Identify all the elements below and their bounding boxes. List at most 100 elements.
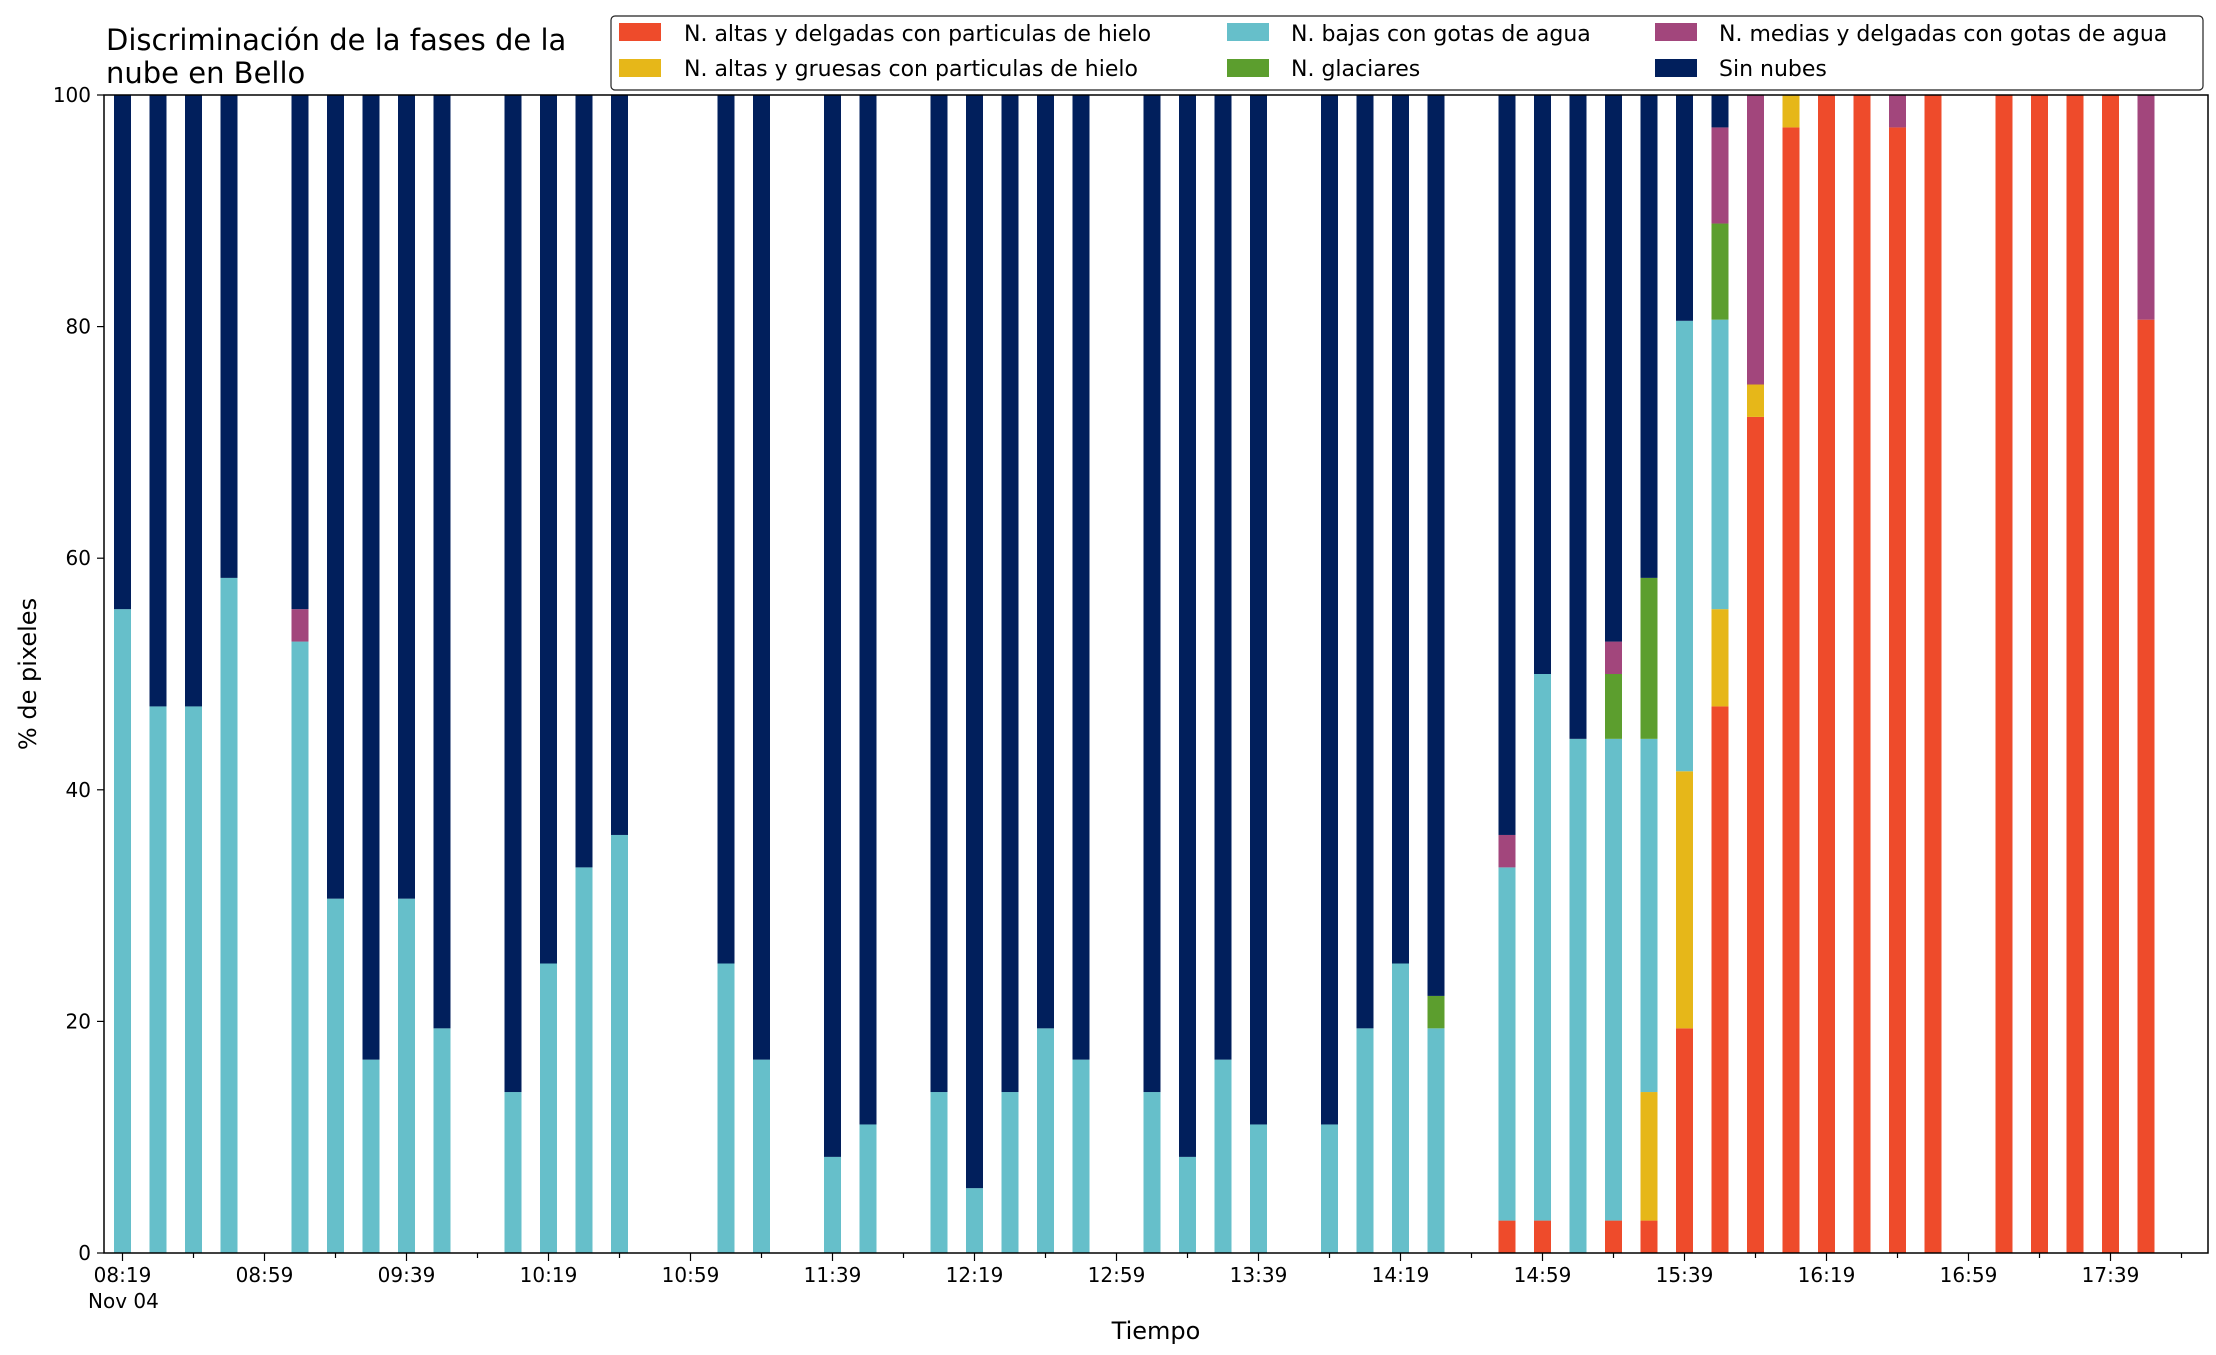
x-tick-label: 11:39 — [804, 1263, 862, 1287]
bar-segment — [1037, 1028, 1054, 1253]
bar-segment — [149, 95, 167, 707]
bar-segment — [1427, 995, 1445, 1029]
y-tick-label: 20 — [66, 1009, 91, 1033]
chart-title-line-1: Discriminación de la fases de la — [106, 23, 566, 57]
bar-segment — [1498, 1220, 1516, 1253]
bar-segment — [1250, 95, 1267, 1125]
x-tick-label: 16:59 — [1940, 1263, 1998, 1287]
bar-segment — [1782, 127, 1800, 1253]
bar-segment — [1356, 1028, 1374, 1253]
x-tick-label: 08:19 — [94, 1263, 152, 1287]
bar-segment — [327, 898, 344, 1253]
bar-segment — [1711, 706, 1729, 1253]
bar-segment — [1534, 674, 1551, 1221]
y-ticks-group: 0 20 40 60 80 100 — [53, 83, 104, 1265]
bar-segment — [1711, 95, 1729, 128]
bar-segment — [1605, 738, 1622, 1221]
bar-segment — [114, 95, 131, 610]
bar-segment — [433, 95, 451, 1029]
legend-label-glaciares: N. glaciares — [1291, 57, 1420, 82]
bar-segment — [1676, 320, 1693, 772]
bar-segment — [540, 95, 557, 964]
y-tick-label: 40 — [66, 778, 91, 802]
bar-segment — [753, 1059, 770, 1253]
bar-segment — [1214, 1059, 1232, 1253]
bar-segment — [433, 1028, 451, 1253]
legend-swatch-altas-delgadas — [619, 23, 661, 41]
bar-segment — [504, 95, 522, 1093]
x-tick-label: 14:19 — [1372, 1263, 1430, 1287]
bar-segment — [575, 867, 593, 1253]
bar-segment — [717, 95, 735, 964]
bar-segment — [930, 95, 948, 1093]
bar-segment — [1321, 95, 1338, 1125]
legend-label-altas-gruesas: N. altas y gruesas con particulas de hie… — [684, 57, 1138, 82]
legend-swatch-altas-gruesas — [619, 59, 661, 77]
bar-segment — [1321, 1124, 1338, 1253]
bar-segment — [1640, 1092, 1658, 1221]
bar-segment — [1569, 95, 1587, 739]
bar-segment — [611, 95, 628, 835]
bar-segment — [1072, 95, 1090, 1060]
bar-segment — [1498, 834, 1516, 868]
bar-segment — [1782, 95, 1800, 128]
bar-segment — [327, 95, 344, 899]
bar-segment — [1853, 95, 1871, 1253]
bar-segment — [966, 1188, 983, 1253]
x-tick-label: 08:59 — [236, 1263, 294, 1287]
bar-segment — [1889, 127, 1906, 1253]
bar-segment — [1640, 1220, 1658, 1253]
x-tick-label: 12:19 — [946, 1263, 1004, 1287]
bar-segment — [1711, 319, 1729, 610]
legend-swatch-glaciares — [1227, 59, 1269, 77]
x-tick-label: 16:19 — [1798, 1263, 1856, 1287]
x-tick-label: 10:19 — [520, 1263, 578, 1287]
bar-segment — [220, 577, 238, 1253]
bar-segment — [1711, 609, 1729, 707]
bar-segment — [2137, 319, 2155, 1253]
bar-segment — [362, 95, 380, 1060]
bar-segment — [362, 1059, 380, 1253]
plot-frame — [103, 94, 2209, 1254]
x-ticks-group: 08:19 08:59 09:39 10:19 10:59 11:39 12:19 12:59… — [94, 1253, 2183, 1287]
legend-label-bajas-agua: N. bajas con gotas de agua — [1291, 22, 1591, 47]
bar-segment — [1889, 95, 1906, 128]
bar-segment — [1747, 416, 1764, 1253]
bar-segment — [1250, 1124, 1267, 1253]
x-tick-label: 09:39 — [378, 1263, 436, 1287]
bar-segment — [1214, 95, 1232, 1060]
x-tick-label: 15:39 — [1656, 1263, 1714, 1287]
chart-title-line-2: nube en Bello — [106, 56, 305, 90]
bar-segment — [1676, 1028, 1693, 1253]
legend-swatch-bajas-agua — [1227, 23, 1269, 41]
legend-swatch-sin-nubes — [1655, 59, 1697, 77]
bar-segment — [1640, 577, 1658, 739]
x-date-label: Nov 04 — [88, 1289, 159, 1313]
x-tick-label: 13:39 — [1230, 1263, 1288, 1287]
bars-group — [114, 95, 2155, 1253]
x-tick-label: 12:59 — [1088, 1263, 1146, 1287]
bar-segment — [1427, 95, 1445, 996]
legend-box — [610, 15, 2204, 91]
bar-segment — [1427, 1028, 1445, 1253]
bar-segment — [1498, 867, 1516, 1221]
legend: N. altas y delgadas con particulas de hi… — [610, 15, 2204, 91]
y-tick-label: 80 — [66, 315, 91, 339]
x-tick-label: 10:59 — [662, 1263, 720, 1287]
bar-segment — [1711, 127, 1729, 224]
bar-segment — [1747, 384, 1764, 417]
bar-segment — [398, 95, 415, 899]
y-tick-label: 0 — [78, 1241, 91, 1265]
bar-segment — [1179, 95, 1196, 1157]
bar-segment — [966, 95, 983, 1189]
bar-segment — [753, 95, 770, 1060]
bar-segment — [2066, 95, 2084, 1253]
bar-segment — [717, 963, 735, 1253]
bar-segment — [398, 898, 415, 1253]
bar-segment — [1179, 1156, 1196, 1253]
bar-segment — [1534, 1220, 1551, 1253]
bar-segment — [859, 95, 877, 1125]
bar-segment — [1711, 223, 1729, 320]
bar-segment — [611, 834, 628, 1253]
